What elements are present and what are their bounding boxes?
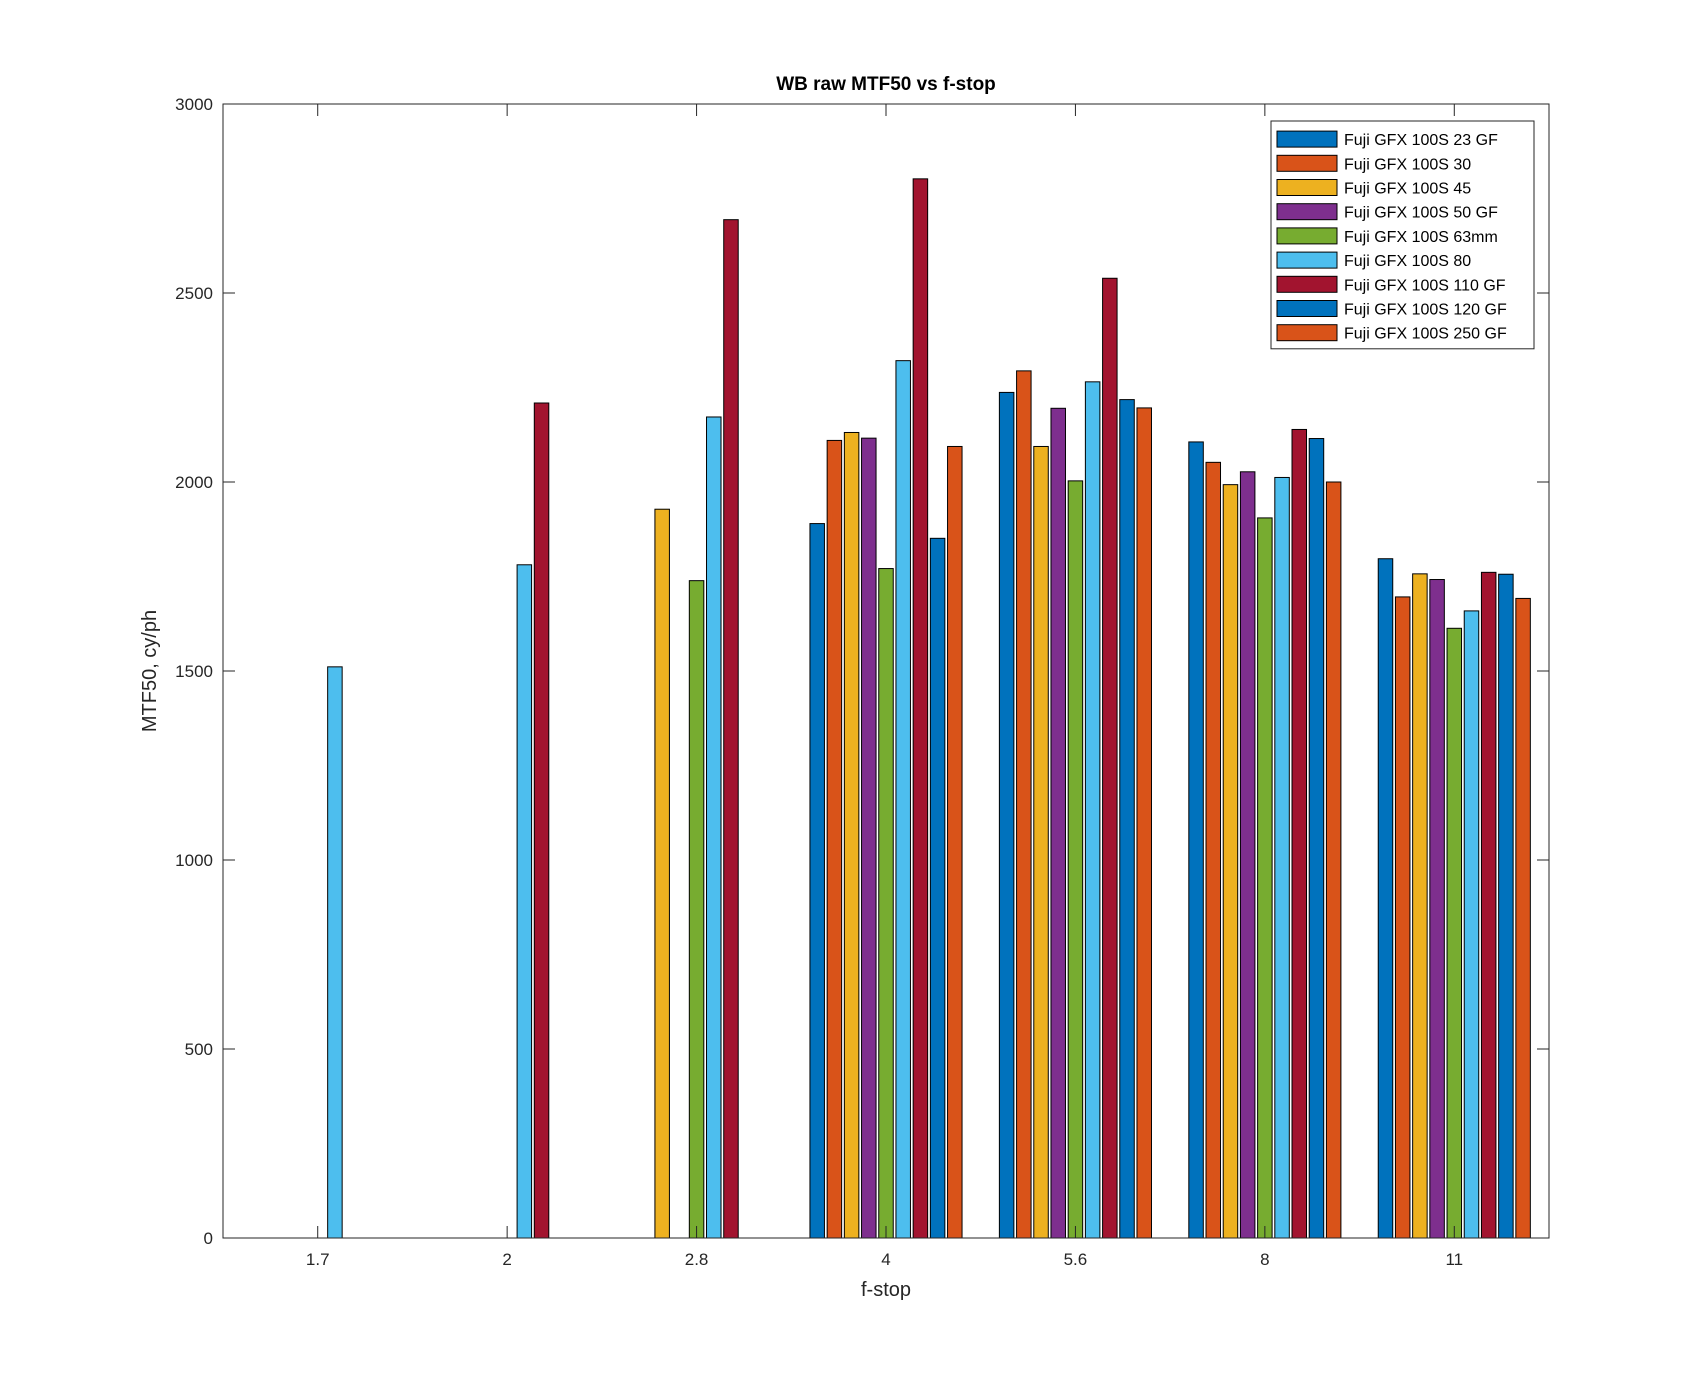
bar-11-series-8 [1498,573,1514,1239]
legend-swatch [1276,179,1338,196]
bar-8-series-4 [1239,471,1256,1239]
bar-2-series-7 [533,402,550,1239]
bar-11-series-2 [1394,596,1411,1239]
legend-entry-label: Fuji GFX 100S 80 [1344,253,1471,270]
x-tick-label: 2 [502,1250,511,1269]
legend-entry-label: Fuji GFX 100S 110 GF [1344,277,1506,294]
legend-swatch [1276,130,1338,148]
bar-11-series-7 [1480,571,1497,1239]
bar-4-series-2 [826,439,843,1239]
bar-4-series-8 [929,537,946,1239]
bar-5-6-series-8 [1119,399,1135,1239]
bar-8-series-2 [1205,461,1222,1239]
bar-4-series-7 [912,178,929,1239]
x-tick-label: 4 [881,1250,890,1269]
bar-8-series-1 [1188,441,1204,1239]
bar-8-series-3 [1222,484,1239,1239]
legend-swatch [1276,324,1338,342]
legend-swatch [1276,251,1338,269]
bar-8-series-9 [1325,481,1342,1239]
bar-5-6-series-7 [1102,277,1118,1239]
bar-4-series-3 [843,431,860,1239]
bar-5-6-series-3 [1033,445,1049,1239]
bar-8-series-6 [1274,476,1290,1239]
y-tick-label: 500 [185,1040,213,1059]
bar-11-series-6 [1463,610,1480,1239]
x-tick-label: 5.6 [1064,1250,1088,1269]
y-tick-label: 1000 [175,851,213,870]
bar-8-series-8 [1308,438,1325,1239]
bar-11-series-5 [1446,627,1463,1239]
legend-swatch [1276,275,1338,293]
bar-5-6-series-9 [1136,407,1152,1239]
legend-entry-label: Fuji GFX 100S 120 GF [1344,302,1507,319]
bar-2-8-series-7 [723,219,739,1239]
bar-4-series-9 [947,445,963,1239]
y-tick-label: 2000 [175,473,213,492]
x-tick-label: 8 [1260,1250,1269,1269]
x-tick-label: 11 [1445,1250,1463,1269]
legend-entry-label: Fuji GFX 100S 45 [1344,181,1471,198]
bar-5-6-series-6 [1084,381,1101,1239]
bar-11-series-9 [1515,597,1531,1239]
y-axis-label: MTF50, cy/ph [139,610,161,732]
y-tick-label: 3000 [175,95,213,114]
x-tick-label: 1.7 [306,1250,330,1269]
legend: Fuji GFX 100S 23 GF Fuji GFX 100S 30 Fuji … [1270,120,1535,350]
bar-5-6-series-5 [1067,480,1084,1239]
bar-4-series-4 [861,437,877,1239]
bar-4-series-5 [878,568,894,1239]
bar-5-6-series-1 [998,391,1015,1239]
bar-11-series-4 [1429,579,1445,1239]
bar-8-series-7 [1291,428,1308,1239]
legend-entry-label: Fuji GFX 100S 250 GF [1344,326,1507,343]
bar-11-series-1 [1377,558,1394,1239]
legend-swatch [1276,203,1338,221]
x-tick-label: 2.8 [685,1250,709,1269]
legend-entry-label: Fuji GFX 100S 23 GF [1344,132,1498,149]
bar-2-8-series-5 [688,580,705,1239]
legend-swatch [1276,300,1338,317]
bar-11-series-3 [1412,573,1428,1239]
legend-entry-label: Fuji GFX 100S 63mm [1344,229,1498,246]
legend-entry-label: Fuji GFX 100S 30 [1344,156,1471,173]
bar-5-6-series-2 [1016,370,1032,1239]
bar-2-8-series-6 [706,416,722,1239]
bar-4-series-1 [809,523,825,1239]
bar-5-6-series-4 [1050,407,1066,1239]
legend-swatch [1276,154,1338,172]
bars-group [327,178,1531,1239]
y-tick-label: 1500 [175,662,213,681]
y-tick-label: 0 [204,1229,213,1248]
bar-1-7-series-6 [327,666,343,1239]
x-axis-label: f-stop [861,1279,911,1301]
chart-title: WB raw MTF50 vs f-stop [776,74,996,95]
bar-2-series-6 [516,564,533,1239]
legend-entry-label: Fuji GFX 100S 50 GF [1344,205,1498,222]
y-tick-label: 2500 [175,284,213,303]
bar-2-8-series-3 [654,508,670,1239]
bar-4-series-6 [895,360,911,1239]
bar-8-series-5 [1257,517,1273,1239]
axes-group: 0 500 1000 1500 2000 2500 3000 1.7 2 2.8 4 5.6 8 11 [175,95,1550,1269]
legend-swatch [1276,227,1338,245]
